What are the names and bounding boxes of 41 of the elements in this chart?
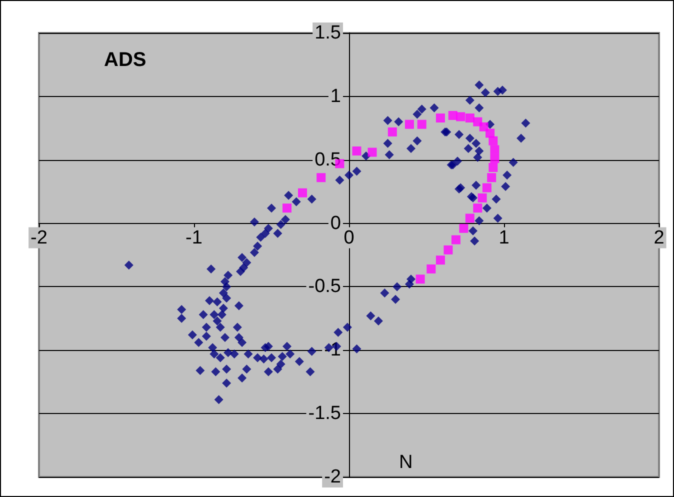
point: [465, 214, 474, 223]
point: [490, 154, 500, 164]
point: [478, 193, 487, 202]
point: [436, 113, 445, 122]
x-tick-label: -2: [30, 227, 48, 248]
point: [465, 113, 474, 122]
point: [482, 183, 492, 192]
point: [444, 245, 453, 254]
point: [388, 127, 397, 136]
x-axis-title: N: [399, 452, 413, 473]
y-tick-label: -0.5: [308, 276, 341, 298]
x-tick-label: -1: [186, 227, 202, 248]
point: [490, 145, 500, 154]
y-tick-label: 1: [330, 86, 341, 107]
y-tick-label: -2: [324, 466, 341, 488]
point: [451, 235, 460, 244]
x-tick-label: 2: [654, 227, 664, 248]
point: [416, 274, 425, 284]
point: [459, 224, 468, 233]
point: [298, 188, 307, 198]
point: [488, 136, 498, 146]
text: ADS: [104, 49, 146, 71]
point: [352, 146, 362, 156]
point: [417, 120, 426, 129]
point: [368, 148, 377, 157]
x-tick-label: 0: [344, 227, 354, 248]
point: [436, 256, 445, 265]
point: [456, 112, 466, 122]
point: [487, 173, 496, 182]
point: [404, 120, 414, 129]
point: [488, 162, 498, 172]
point: [282, 204, 292, 213]
y-tick-label: 1.5: [314, 22, 341, 44]
point: [316, 173, 326, 182]
point: [486, 128, 495, 138]
y-tick-label: 0: [330, 212, 341, 234]
y-tick-label: 0.5: [314, 149, 341, 170]
point: [426, 264, 436, 274]
y-tick-label: -1.5: [308, 403, 341, 424]
point: [473, 204, 482, 213]
x-tick-label: 1: [498, 227, 510, 248]
